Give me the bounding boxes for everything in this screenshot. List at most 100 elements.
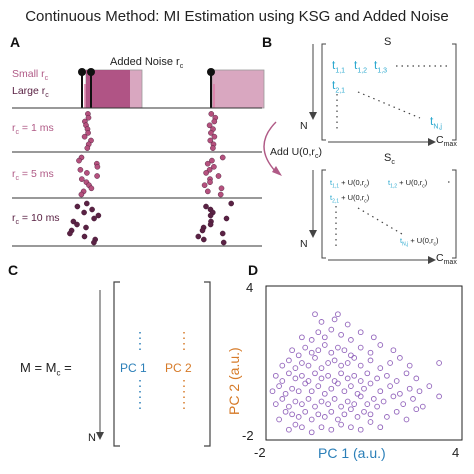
jitter-dot (94, 163, 101, 170)
scatter-point (315, 383, 322, 389)
scatter-point (279, 396, 286, 402)
panel-d-letter: D (248, 262, 259, 278)
matrix-sc-label: Sc (384, 152, 395, 167)
sc-entry-1-2: t1,2 + U(0,rc) (388, 178, 428, 190)
scatter-point (341, 347, 348, 354)
y-tick-bottom: -2 (242, 428, 254, 443)
jitter-dot (211, 163, 217, 170)
jitter-dot (206, 166, 213, 173)
scatter-point (299, 424, 305, 431)
scatter-point (348, 337, 354, 343)
noise-box-light-2 (211, 69, 265, 109)
row-label-10ms: rc = 10 ms (12, 212, 60, 227)
scatter-point (292, 398, 299, 405)
scatter-point (370, 396, 377, 402)
m-bracket-left (113, 281, 120, 447)
added-noise-label: Added Noise rc (110, 56, 184, 71)
jitter-dot (81, 133, 88, 140)
scatter-point (315, 329, 322, 336)
jitter-dot (70, 218, 77, 225)
scatter-point (302, 344, 309, 351)
scatter-point (312, 311, 318, 318)
scatter-point (436, 393, 442, 400)
jitter-dots-group (67, 111, 234, 246)
scatter-point (286, 403, 292, 410)
scatter-point (325, 401, 331, 407)
scatter-point (308, 416, 315, 423)
scatter-point (276, 416, 282, 423)
jitter-dot (217, 191, 224, 198)
scatter-point (328, 426, 335, 433)
scatter-point (289, 347, 295, 354)
s-diag-dots (357, 91, 421, 119)
scatter-point (367, 349, 374, 356)
scatter-point (344, 375, 351, 382)
scatter-point (325, 372, 331, 379)
scatter-point (308, 349, 315, 356)
scatter-point (357, 344, 364, 351)
scatter-point (295, 414, 302, 420)
scatter-point (312, 403, 318, 410)
sc-entry-1-1: t1,1 + U(0,rc) (330, 178, 370, 190)
jitter-dot (207, 137, 214, 144)
scatter-point (390, 393, 397, 400)
x-tick-right: 4 (452, 445, 460, 460)
scatter-point (318, 319, 325, 325)
scatter-point (272, 372, 279, 379)
scatter-point (325, 360, 331, 366)
scatter-point (338, 403, 344, 410)
jitter-dot (85, 114, 92, 121)
jitter-dot (219, 230, 226, 237)
scatter-point (308, 388, 315, 395)
scatter-point (351, 372, 358, 379)
jitter-dot (211, 133, 218, 140)
jitter-dot (84, 145, 91, 151)
y-tick-top: 4 (246, 280, 254, 295)
scatter-point (361, 408, 367, 415)
s-entry-1-3: t1,3 (374, 58, 388, 75)
scatter-point (354, 414, 361, 420)
scatter-point (341, 411, 348, 418)
add-noise-step-label: Add U(0,rc) (270, 146, 322, 161)
jitter-dot (215, 173, 222, 179)
s-bracket-right (452, 43, 457, 141)
scatter-point (312, 370, 318, 377)
panel-b-letter: B (262, 34, 273, 50)
scatter-point (367, 419, 374, 425)
scatter-point (295, 388, 302, 395)
spike-2-head (87, 68, 95, 76)
jitter-dot (206, 122, 213, 129)
scatter-point (279, 362, 286, 369)
matrix-sc-cmax-label: Cmax (436, 252, 457, 267)
sc-diag-dots (357, 207, 403, 235)
scatter-point (289, 411, 295, 418)
jitter-dot (203, 203, 209, 210)
scatter-point (302, 380, 309, 387)
scatter-point (367, 380, 374, 387)
add-noise-arrow (263, 121, 277, 173)
scatter-point (344, 398, 351, 405)
scatter-point (299, 334, 305, 341)
jitter-dot (94, 173, 100, 179)
sc-cmax-arrowhead (428, 256, 436, 264)
scatter-point (269, 388, 276, 395)
scatter-point (357, 378, 364, 384)
scatter-point (348, 424, 354, 431)
sc-bracket-left (321, 169, 326, 259)
scatter-point (377, 424, 384, 431)
pc1-column-label: PC 1 (120, 361, 147, 375)
scatter-point (419, 403, 426, 410)
scatter-point (387, 360, 393, 366)
scatter-point (302, 408, 309, 415)
jitter-dot (223, 215, 230, 222)
scatter-point (305, 378, 312, 384)
scatter-point (351, 355, 358, 361)
scatter-plot-frame (265, 285, 463, 441)
jitter-dot (208, 111, 215, 117)
scatter-point (328, 349, 335, 356)
jitter-dot (209, 157, 215, 164)
m-n-arrowhead (96, 432, 104, 440)
scatter-point (393, 378, 400, 384)
scatter-point (335, 344, 341, 351)
s-entry-n-j: tN,j (430, 114, 442, 131)
